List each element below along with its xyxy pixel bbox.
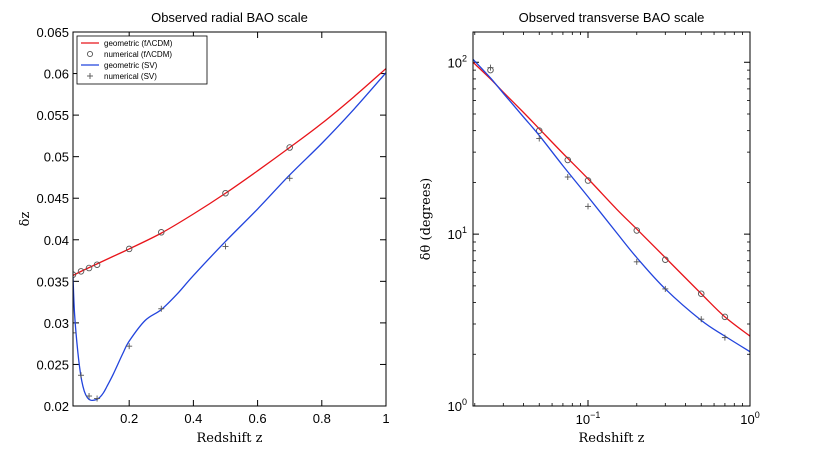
chart-title: Observed radial BAO scale (151, 10, 308, 25)
data-point-circle (633, 227, 641, 234)
x-tick-label: 0.6 (249, 411, 267, 426)
data-point-plus (698, 316, 705, 323)
data-point-plus (721, 334, 728, 341)
chart-title: Observed transverse BAO scale (519, 10, 705, 25)
data-point-circle (697, 290, 705, 297)
y-tick-label: 100 (448, 397, 467, 414)
y-tick-label: 0.05 (44, 150, 69, 165)
series-line-1 (473, 61, 750, 337)
data-point-circle (564, 156, 572, 164)
x-axis-label: Redshift z (196, 431, 262, 446)
chart-panel-2: Observed transverse BAO scale 10−1 100 100 1… (419, 10, 760, 446)
legend: geometric (fΛCDM) numerical (fΛCDM) geomet… (76, 35, 208, 85)
y-tick-label: 0.06 (44, 67, 69, 82)
y-tick-label: 101 (448, 225, 467, 242)
y-tick-label: 102 (448, 53, 467, 70)
axes-frame (472, 31, 751, 407)
data-point-circle (93, 261, 101, 268)
data-point-plus (126, 343, 133, 350)
data-point-plus (222, 243, 229, 250)
data-point-circle (77, 268, 85, 275)
x-tick-label: 0.2 (120, 411, 138, 426)
data-point-plus (78, 372, 85, 379)
data-point-circle (286, 144, 293, 151)
legend-label: geometric (fΛCDM) (104, 39, 173, 48)
data-point-plus (73, 329, 76, 336)
legend-label: numerical (fΛCDM) (104, 50, 172, 59)
legend-label: geometric (SV) (104, 61, 158, 70)
data-point-plus (633, 258, 640, 265)
legend-circle-swatch (86, 50, 94, 58)
data-point-circle (222, 189, 229, 197)
y-tick-label: 0.04 (44, 233, 69, 248)
series-line-3 (73, 72, 386, 402)
data-point-circle (584, 177, 592, 184)
data-point-circle (85, 264, 93, 272)
data-point-plus (158, 305, 165, 312)
y-tick-label: 0.065 (36, 25, 69, 40)
data-point-plus (662, 285, 669, 292)
data-point-circle (73, 271, 77, 278)
x-tick-label: 100 (740, 410, 759, 427)
legend-plus-swatch (87, 73, 93, 79)
legend-box (76, 35, 208, 85)
y-axis-label: δz (18, 212, 33, 227)
y-tick-label: 0.03 (44, 316, 69, 331)
x-tick-label: 0.8 (313, 411, 331, 426)
legend-label: numerical (SV) (104, 72, 157, 81)
data-point-plus (86, 393, 93, 400)
x-tick-label: 1 (382, 411, 389, 426)
data-point-circle (662, 256, 669, 263)
data-point-plus (585, 203, 592, 210)
data-point-plus (286, 175, 293, 182)
y-axis-label: δθ (degrees) (419, 178, 434, 261)
data-point-plus (536, 135, 543, 142)
y-tick-label: 0.045 (36, 191, 69, 206)
y-tick-label: 0.025 (36, 357, 69, 372)
data-point-plus (487, 64, 494, 71)
x-axis-label: Redshift z (578, 431, 644, 446)
data-point-circle (535, 127, 543, 134)
y-tick-label: 0.035 (36, 274, 69, 289)
y-tick-label: 0.02 (44, 399, 69, 414)
data-point-plus (564, 173, 571, 180)
data-point-circle (158, 229, 165, 236)
chart-panel-1: Observed radial BAO scale 0.2 0.4 0.6 0.8 1 0.… (18, 10, 390, 446)
data-point-plus (94, 395, 101, 402)
y-tick-label: 0.055 (36, 108, 69, 123)
x-tick-label: 0.4 (184, 411, 202, 426)
plot-area (73, 68, 386, 402)
series-line-1 (73, 68, 386, 277)
data-point-circle (721, 313, 729, 321)
data-point-circle (125, 245, 133, 253)
x-tick-label: 10−1 (576, 410, 601, 427)
axes-frame (72, 31, 387, 407)
plot-area (473, 58, 750, 353)
